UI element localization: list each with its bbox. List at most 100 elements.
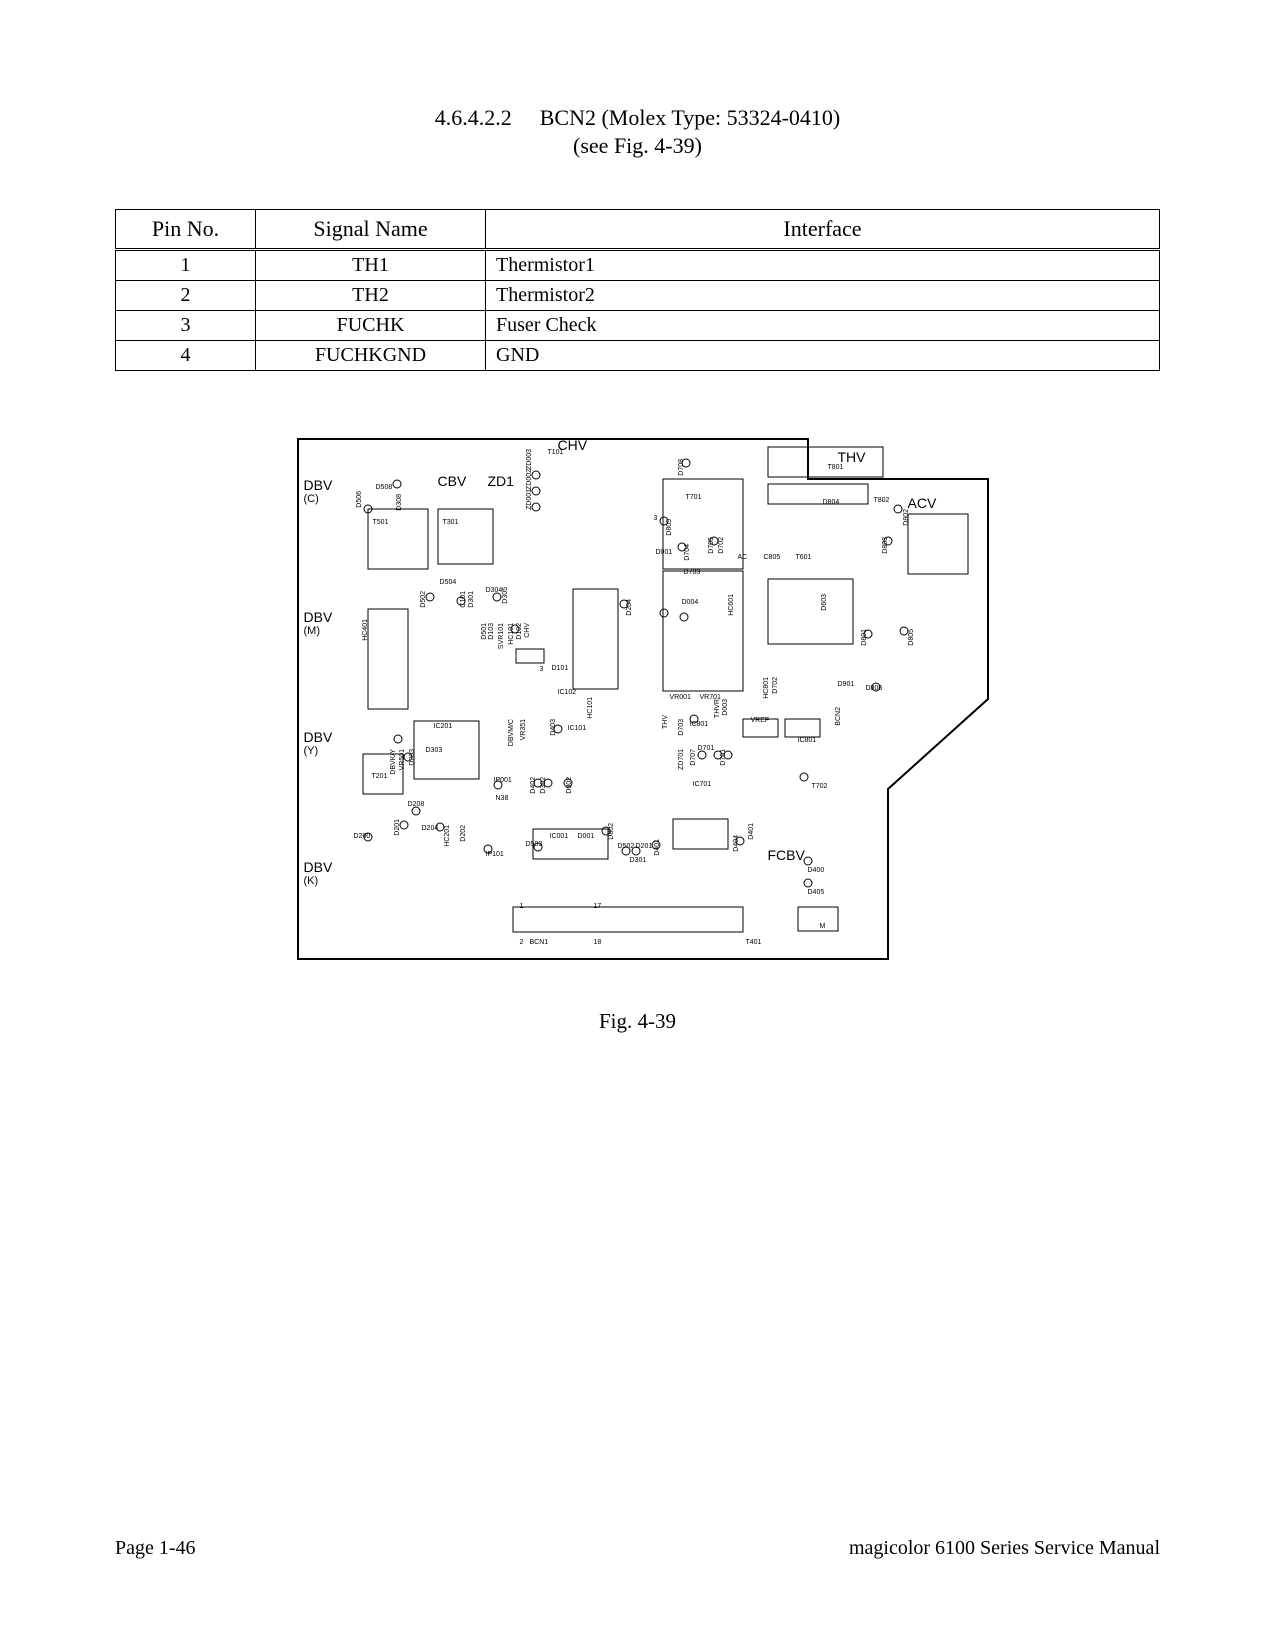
pcb-label: VREF [751, 717, 770, 724]
pcb-label: D304 [486, 587, 503, 594]
pcb-label: D703 [678, 719, 685, 736]
pcb-label: C805 [764, 554, 781, 561]
pcb-label: VR001 [670, 694, 691, 701]
cell-interface: Fuser Check [486, 311, 1160, 341]
pcb-label: D707 [690, 749, 697, 766]
pcb-label: D701 [720, 749, 727, 766]
pcb-label: ZD002 [526, 469, 533, 490]
pcb-label: CBV [438, 473, 467, 489]
cell-pin: 4 [116, 341, 256, 371]
pcb-label: D405 [808, 889, 825, 896]
pcb-label: IP101 [486, 851, 504, 858]
pcb-label: DBV [304, 729, 333, 745]
pcb-label: D502 [618, 843, 635, 850]
pcb-label: D102 [516, 623, 523, 640]
pcb-label: D400 [808, 867, 825, 874]
pcb-label: D508 [376, 484, 393, 491]
pcb-label: D003 [722, 699, 729, 716]
pcb-label: D002 [566, 777, 573, 794]
pcb-label: 2 [520, 939, 524, 946]
pcb-label: BCN1 [530, 939, 549, 946]
pcb-label: D404 [733, 835, 740, 852]
pcb-label: D708 [678, 459, 685, 476]
pcb-label: T401 [746, 939, 762, 946]
pcb-label: T701 [686, 494, 702, 501]
pcb-label: D701 [698, 745, 715, 752]
cell-signal: TH2 [256, 281, 486, 311]
cell-signal: TH1 [256, 250, 486, 281]
pcb-label: IP001 [494, 777, 512, 784]
pcb-label: D302 [540, 777, 547, 794]
pcb-label: D501 [481, 623, 488, 640]
pcb-label: VR501 [399, 749, 406, 770]
pcb-label: D704 [684, 544, 691, 561]
section-subtitle: (see Fig. 4-39) [115, 133, 1160, 159]
pcb-label: D103 [488, 623, 495, 640]
pcb-label: IC001 [550, 833, 569, 840]
pcb-label: D202 [460, 825, 467, 842]
pcb-label: 17 [594, 903, 602, 910]
cell-pin: 1 [116, 250, 256, 281]
pcb-label: IC801 [798, 737, 817, 744]
page-footer: Page 1-46 magicolor 6100 Series Service … [115, 1537, 1160, 1560]
pcb-label: T601 [796, 554, 812, 561]
pcb-label: D603 [821, 594, 828, 611]
footer-right: magicolor 6100 Series Service Manual [849, 1537, 1160, 1560]
pcb-label: VR351 [520, 719, 527, 740]
pcb-label: D208 [408, 801, 425, 808]
pcb-label: HC601 [728, 594, 735, 616]
pcb-label: DBV [304, 477, 333, 493]
pcb-label: D806 [866, 685, 883, 692]
pcb-label: 18 [594, 939, 602, 946]
cell-signal: FUCHKGND [256, 341, 486, 371]
table-row: 3FUCHKFuser Check [116, 311, 1160, 341]
pcb-label: THV [662, 715, 669, 729]
pcb-label: D402 [530, 777, 537, 794]
table-row: 4FUCHKGNDGND [116, 341, 1160, 371]
cell-interface: GND [486, 341, 1160, 371]
pcb-label: D201 [636, 843, 653, 850]
pcb-label: D303 [426, 747, 443, 754]
pcb-label: D301 [630, 857, 647, 864]
pcb-label: HC801 [763, 677, 770, 699]
pcb-label: D705 [708, 537, 715, 554]
pcb-label: T501 [373, 519, 389, 526]
pcb-label: C101 [460, 591, 467, 608]
pcb-figure: CHVTHVCBVZD1ACVFCBVDBV(C)DBV(M)DBV(Y)DBV… [268, 419, 1008, 1034]
pcb-label: (M) [304, 625, 321, 637]
pcb-label: M [820, 923, 826, 930]
pcb-label: HC401 [362, 619, 369, 641]
pcb-label: D901 [838, 681, 855, 688]
board-outline [298, 439, 988, 959]
cell-pin: 3 [116, 311, 256, 341]
pcb-label: FCBV [768, 847, 805, 863]
pcb-label: DBVK/Y [390, 749, 397, 775]
pin-table: Pin No. Signal Name Interface 1TH1Thermi… [115, 209, 1160, 371]
pcb-label: D401 [748, 823, 755, 840]
pcb-label: D803 [882, 537, 889, 554]
pcb-label: T802 [874, 497, 890, 504]
pcb-label: T201 [372, 773, 388, 780]
pcb-label: CHV [524, 623, 531, 638]
cell-interface: Thermistor1 [486, 250, 1160, 281]
pcb-label: IC801 [690, 721, 709, 728]
pcb-label: D001 [578, 833, 595, 840]
pcb-label: D702 [772, 677, 779, 694]
table-header-row: Pin No. Signal Name Interface [116, 210, 1160, 250]
pcb-label: D204 [626, 599, 633, 616]
pcb-label: 1 [520, 903, 524, 910]
pcb-label: D801 [861, 629, 868, 646]
pcb-label: D301 [468, 591, 475, 608]
header-interface: Interface [486, 210, 1160, 250]
pcb-label: D702 [718, 537, 725, 554]
pcb-label: IC102 [558, 689, 577, 696]
pcb-label: D805 [666, 519, 673, 536]
pcb-label: ZD003 [526, 449, 533, 470]
pcb-label: IC201 [434, 723, 453, 730]
pcb-label: ZD1 [488, 473, 514, 489]
section-number: 4.6.4.2.2 [435, 105, 512, 130]
pcb-label: BCN2 [835, 707, 842, 726]
pcb-label: D804 [823, 499, 840, 506]
pcb-label: IC701 [693, 781, 712, 788]
pcb-label: 3 [654, 515, 658, 522]
